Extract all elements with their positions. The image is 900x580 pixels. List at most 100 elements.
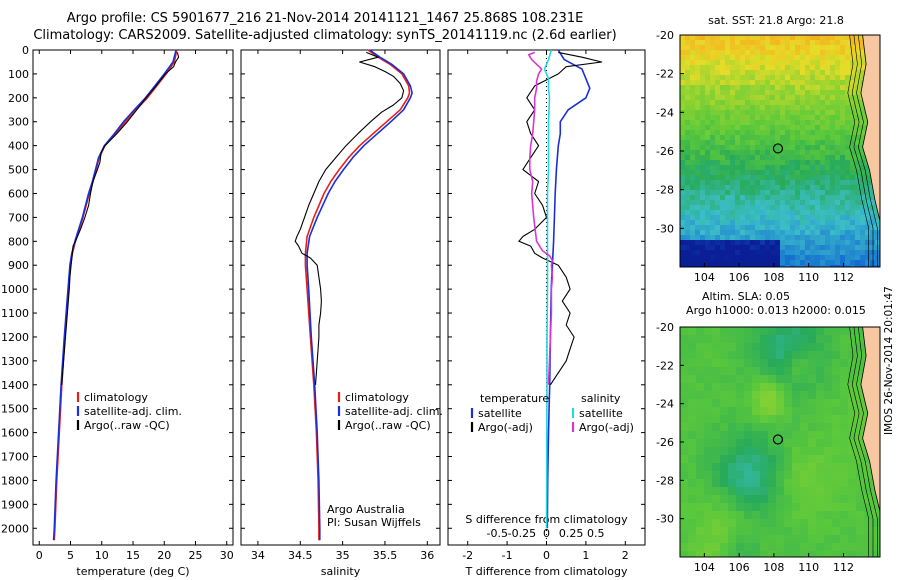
map-cell (824, 463, 833, 472)
map-cell (856, 487, 865, 496)
map-cell (712, 511, 721, 520)
map-cell (768, 367, 777, 376)
map-cell (752, 359, 761, 368)
map-cell (845, 70, 851, 76)
map-cell (710, 85, 716, 91)
map-cell (815, 190, 821, 196)
map-cell (765, 80, 771, 86)
map-cell (760, 65, 766, 71)
map-cell (808, 519, 817, 528)
map-cell (700, 200, 706, 206)
map-cell (768, 383, 777, 392)
map-cell (735, 175, 741, 181)
map-cell (785, 235, 791, 241)
map-cell (720, 90, 726, 96)
map-cell (855, 120, 861, 126)
map-cell (752, 335, 761, 344)
map-cell (795, 150, 801, 156)
series-line-difference-3 (527, 51, 554, 385)
map-cell (725, 65, 731, 71)
map-cell (740, 175, 746, 181)
map-cell (784, 527, 793, 536)
map-cell (688, 543, 697, 552)
map-cell (725, 265, 731, 267)
map-cell (725, 195, 731, 201)
map-cell (752, 343, 761, 352)
map-cell (690, 135, 696, 141)
map-cell (696, 391, 705, 400)
map-cell (740, 120, 746, 126)
map-cell (820, 205, 826, 211)
map-cell (715, 135, 721, 141)
map-cell (728, 335, 737, 344)
map-cell (795, 160, 801, 166)
bathymetry-contour (851, 35, 874, 267)
map-cell (805, 90, 811, 96)
map-cell (800, 335, 809, 344)
map-cell (730, 260, 736, 266)
map-cell (815, 200, 821, 206)
map-cell (790, 230, 796, 236)
map-cell (775, 95, 781, 101)
map-cell (785, 225, 791, 231)
map-cell (704, 431, 713, 440)
map-cell (725, 85, 731, 91)
map-cell (800, 543, 809, 552)
map-cell (705, 195, 711, 201)
map-cell (760, 265, 766, 267)
map-cell (824, 479, 833, 488)
map-cell (700, 195, 706, 201)
map-cell (805, 45, 811, 51)
map-cell (750, 185, 756, 191)
map-cell (780, 110, 786, 116)
map-cell (800, 383, 809, 392)
map-cell (695, 265, 701, 267)
map-panel-sla_map: 104 106 108 110 112-20-22-24-26-28-30Altim. … (656, 290, 881, 574)
map-cell (780, 260, 786, 266)
map-cell (685, 215, 691, 221)
map-cell (840, 543, 849, 552)
map-cell (745, 185, 751, 191)
map-cell (710, 140, 716, 146)
legend-label: climatology (84, 391, 148, 404)
map-cell (790, 265, 796, 267)
map-cell (850, 230, 856, 236)
map-cell (855, 200, 861, 206)
map-cell (856, 407, 865, 416)
map-cell (725, 100, 731, 106)
map-cell (712, 527, 721, 536)
map-cell (768, 495, 777, 504)
map-cell (730, 240, 736, 246)
map-cell (816, 487, 825, 496)
map-cell (805, 130, 811, 136)
legend-label: Argo(-adj) (478, 421, 533, 434)
map-cell (740, 115, 746, 121)
map-cell (830, 140, 836, 146)
map-cell (695, 180, 701, 186)
map-cell (805, 240, 811, 246)
map-cell (825, 80, 831, 86)
map-cell (740, 230, 746, 236)
map-cell (825, 195, 831, 201)
map-cell (780, 60, 786, 66)
map-cell (685, 230, 691, 236)
map-cell (735, 160, 741, 166)
map-cell (830, 160, 836, 166)
map-cell (784, 327, 793, 336)
map-cell (825, 260, 831, 266)
map-cell (705, 150, 711, 156)
map-cell (744, 407, 753, 416)
map-cell (745, 265, 751, 267)
map-cell (770, 125, 776, 131)
map-cell (808, 471, 817, 480)
map-cell (695, 240, 701, 246)
map-cell (825, 175, 831, 181)
map-cell (720, 447, 729, 456)
map-cell (815, 255, 821, 261)
map-cell (805, 55, 811, 61)
map-cell (688, 359, 697, 368)
map-cell (776, 519, 785, 528)
map-cell (745, 240, 751, 246)
map-cell (705, 130, 711, 136)
map-cell (695, 80, 701, 86)
